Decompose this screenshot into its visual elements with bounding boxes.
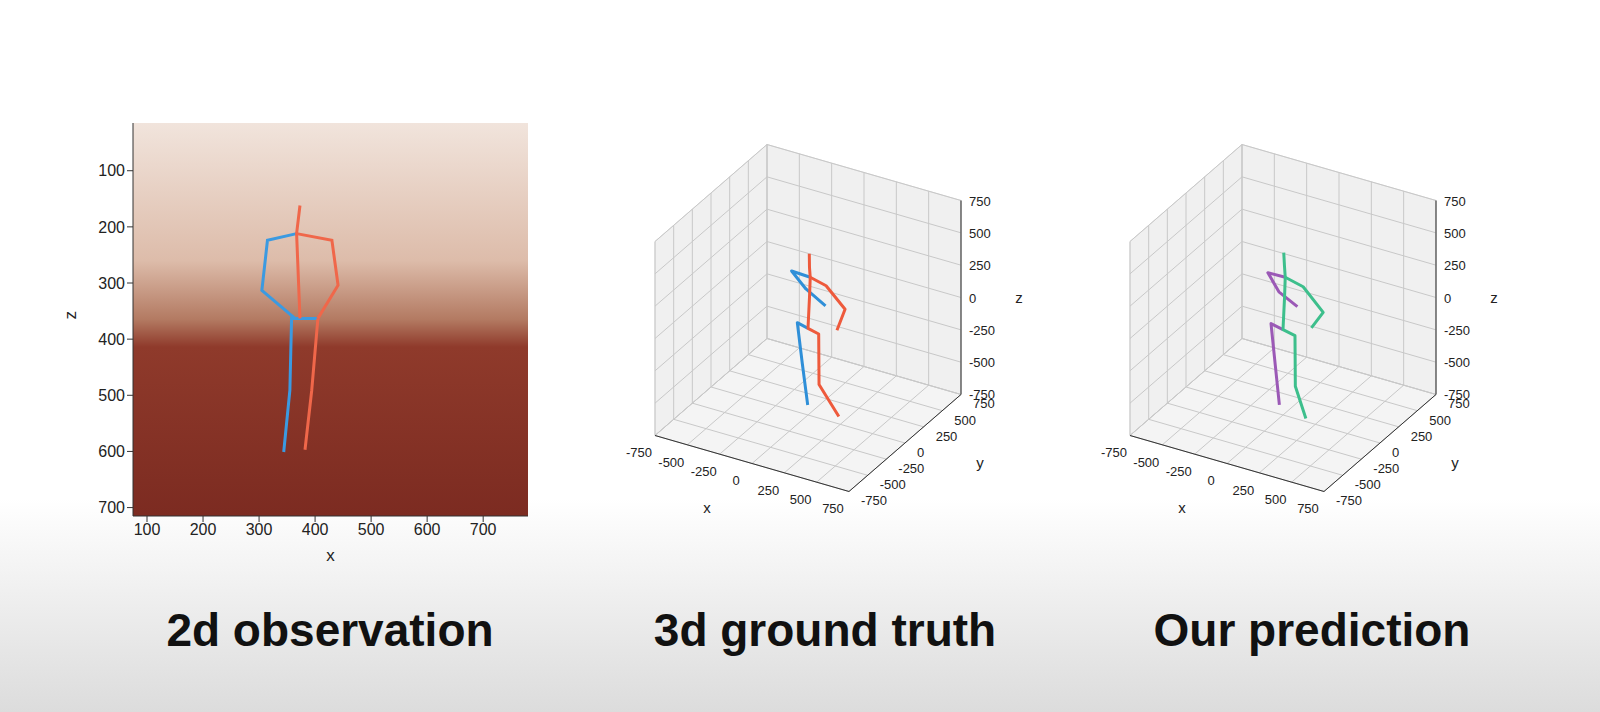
svg-text:0: 0 [917,445,924,460]
svg-text:x: x [703,499,711,516]
svg-text:x: x [326,546,335,565]
svg-text:-750: -750 [626,445,652,460]
svg-text:-500: -500 [1133,455,1159,470]
svg-text:700: 700 [98,499,125,516]
svg-text:750: 750 [1297,501,1319,516]
svg-text:-250: -250 [691,464,717,479]
svg-text:-750: -750 [969,387,995,402]
svg-text:750: 750 [973,396,995,412]
svg-text:0: 0 [1207,473,1214,488]
svg-text:0: 0 [732,473,739,488]
svg-text:-250: -250 [1444,323,1470,338]
svg-text:250: 250 [969,258,991,273]
svg-text:z: z [1015,289,1023,306]
svg-text:250: 250 [1411,429,1433,444]
svg-text:250: 250 [1232,483,1254,498]
svg-text:100: 100 [98,162,125,179]
svg-text:400: 400 [302,521,329,538]
svg-text:-250: -250 [1166,464,1192,479]
svg-text:z: z [1490,289,1498,306]
svg-text:500: 500 [790,492,812,507]
svg-text:250: 250 [936,429,958,444]
svg-text:250: 250 [1444,258,1466,273]
svg-text:500: 500 [358,521,385,538]
svg-text:0: 0 [1444,291,1451,306]
svg-text:500: 500 [1444,226,1466,241]
svg-text:-500: -500 [880,477,906,492]
html-text:2d observation: 2d observation [166,604,494,656]
svg-text:-500: -500 [1444,355,1470,370]
html-text:Our prediction: Our prediction [1153,604,1471,656]
svg-text:250: 250 [757,483,779,498]
svg-text:500: 500 [1429,413,1451,428]
svg-text:500: 500 [98,387,125,404]
svg-text:200: 200 [190,521,217,538]
svg-text:-750: -750 [1336,493,1362,508]
svg-text:x: x [1178,499,1186,516]
svg-text:500: 500 [969,226,991,241]
svg-text:600: 600 [98,443,125,460]
svg-text:0: 0 [1392,445,1399,460]
svg-text:300: 300 [246,521,273,538]
svg-text:500: 500 [954,413,976,428]
svg-text:y: y [1451,454,1459,471]
svg-text:-750: -750 [1444,387,1470,402]
svg-text:200: 200 [98,219,125,236]
svg-text:-250: -250 [898,461,924,476]
svg-text:-250: -250 [1373,461,1399,476]
svg-text:300: 300 [98,275,125,292]
svg-text:500: 500 [1265,492,1287,507]
svg-text:750: 750 [969,194,991,209]
svg-text:-500: -500 [969,355,995,370]
svg-text:0: 0 [969,291,976,306]
svg-text:z: z [61,311,80,320]
svg-text:750: 750 [1444,194,1466,209]
svg-text:750: 750 [1448,396,1470,412]
svg-text:-250: -250 [969,323,995,338]
svg-text:750: 750 [822,501,844,516]
svg-text:-500: -500 [658,455,684,470]
svg-text:-750: -750 [861,493,887,508]
html-text:3d ground truth: 3d ground truth [653,604,997,656]
svg-text:600: 600 [414,521,441,538]
svg-text:700: 700 [470,521,497,538]
svg-text:400: 400 [98,331,125,348]
svg-text:-500: -500 [1355,477,1381,492]
svg-text:y: y [976,454,984,471]
svg-text:100: 100 [134,521,161,538]
svg-text:-750: -750 [1101,445,1127,460]
